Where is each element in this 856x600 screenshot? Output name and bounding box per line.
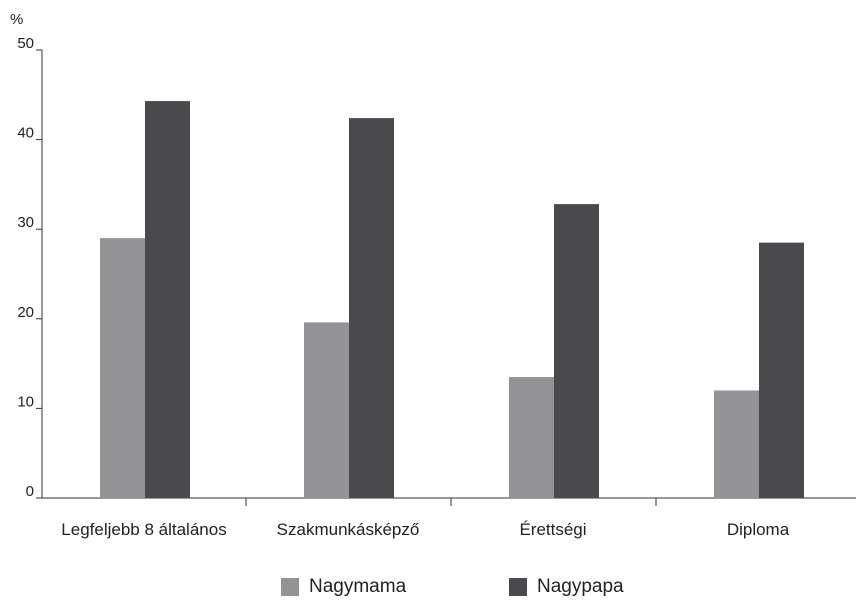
x-category-label: Érettségi (519, 520, 586, 539)
bar-nagypapa-4 (759, 242, 804, 498)
legend-item-nagymama: Nagymama (281, 576, 406, 598)
y-axis: 0 10 20 30 40 50 (17, 35, 43, 500)
legend-swatch-nagymama (281, 578, 299, 596)
y-tick-label: 10 (17, 393, 34, 410)
bar-nagypapa-1 (145, 101, 190, 499)
y-tick-label: 30 (17, 214, 34, 231)
legend-item-nagypapa: Nagypapa (509, 576, 624, 598)
category-labels: Legfeljebb 8 általános Szakmunkásképző Ére… (61, 520, 789, 539)
legend-label-nagypapa: Nagypapa (537, 576, 624, 597)
x-category-label: Legfeljebb 8 általános (61, 520, 226, 539)
y-tick-label: 40 (17, 125, 34, 142)
x-category-label: Szakmunkásképző (277, 520, 420, 539)
legend-swatch-nagypapa (509, 578, 527, 596)
bar-nagymama-4 (714, 390, 759, 498)
bar-nagymama-1 (100, 238, 145, 498)
bar-nagypapa-2 (349, 118, 394, 498)
legend-label-nagymama: Nagymama (309, 576, 407, 597)
bar-nagymama-2 (304, 322, 349, 498)
x-axis (42, 497, 856, 506)
bar-nagypapa-3 (554, 204, 599, 498)
y-axis-unit-label: % (10, 11, 23, 28)
y-tick-label: 0 (26, 483, 34, 500)
bar-chart: % 0 10 20 30 40 50 Legfeljebb 8 általános Szak… (10, 11, 856, 539)
bars (100, 101, 804, 499)
y-tick-label: 20 (17, 304, 34, 321)
legend: Nagymama Nagypapa (0, 572, 856, 600)
bar-nagymama-3 (509, 377, 554, 498)
y-tick-label: 50 (17, 35, 34, 52)
x-category-label: Diploma (727, 520, 790, 539)
